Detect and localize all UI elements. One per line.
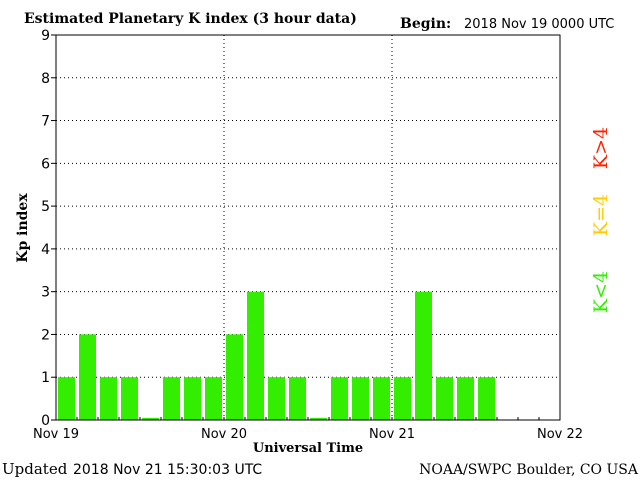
- y-tick-label: 1: [41, 370, 50, 386]
- plot-frame: [55, 34, 561, 421]
- kp-bar: [289, 377, 306, 420]
- kp-bar: [184, 377, 201, 420]
- legend-k-less-4: K<4: [590, 271, 612, 313]
- kp-bar: [247, 291, 264, 420]
- kp-bar: [79, 334, 96, 420]
- y-tick-label: 4: [41, 242, 50, 258]
- y-tick-label: 8: [41, 71, 50, 87]
- legend-k-equals-4: K=4: [590, 194, 612, 236]
- kp-bar: [226, 334, 243, 420]
- x-tick-label: Nov 20: [201, 427, 247, 442]
- kp-bar: [310, 417, 327, 420]
- y-tick-label: 6: [41, 156, 50, 172]
- y-tick-label: 2: [41, 327, 50, 343]
- grid-lines: [56, 35, 560, 420]
- kp-bar: [205, 377, 222, 420]
- legend-k-greater-4: K>4: [590, 127, 612, 169]
- begin-value: 2018 Nov 19 0000 UTC: [464, 17, 614, 32]
- y-tick-label: 7: [41, 114, 50, 130]
- bar-group: [58, 291, 495, 420]
- axis-ticks: 0 1 2 3 4 5 6 7 8 9 Nov 19 Nov 20 Nov 21 Nov 22: [33, 28, 583, 442]
- kp-bar: [394, 377, 411, 420]
- source-credit: NOAA/SWPC Boulder, CO USA: [419, 462, 639, 478]
- y-tick-label: 5: [41, 199, 50, 215]
- updated-value: 2018 Nov 21 15:30:03 UTC: [73, 462, 262, 478]
- kp-bar: [415, 291, 432, 420]
- kp-bar: [331, 377, 348, 420]
- kp-bar: [352, 377, 369, 420]
- kp-bar: [478, 377, 495, 420]
- kp-bar: [163, 377, 180, 420]
- kp-bar: [142, 417, 159, 420]
- chart-title: Estimated Planetary K index (3 hour data…: [24, 11, 357, 27]
- x-axis-title: Universal Time: [253, 441, 363, 456]
- kp-bar: [100, 377, 117, 420]
- y-axis-title: Kp index: [15, 193, 31, 263]
- kp-bar: [121, 377, 138, 420]
- x-tick-label: Nov 21: [369, 427, 415, 442]
- kp-bar: [457, 377, 474, 420]
- kp-bar: [268, 377, 285, 420]
- kp-bar: [436, 377, 453, 420]
- y-tick-label: 9: [41, 28, 50, 44]
- y-tick-label: 0: [41, 413, 50, 429]
- begin-label: Begin:: [400, 16, 451, 32]
- kp-bar: [373, 377, 390, 420]
- y-tick-label: 3: [41, 285, 50, 301]
- kp-bar: [58, 377, 75, 420]
- updated-label: Updated: [2, 460, 68, 478]
- x-tick-label: Nov 22: [537, 427, 583, 442]
- x-tick-label: Nov 19: [33, 427, 79, 442]
